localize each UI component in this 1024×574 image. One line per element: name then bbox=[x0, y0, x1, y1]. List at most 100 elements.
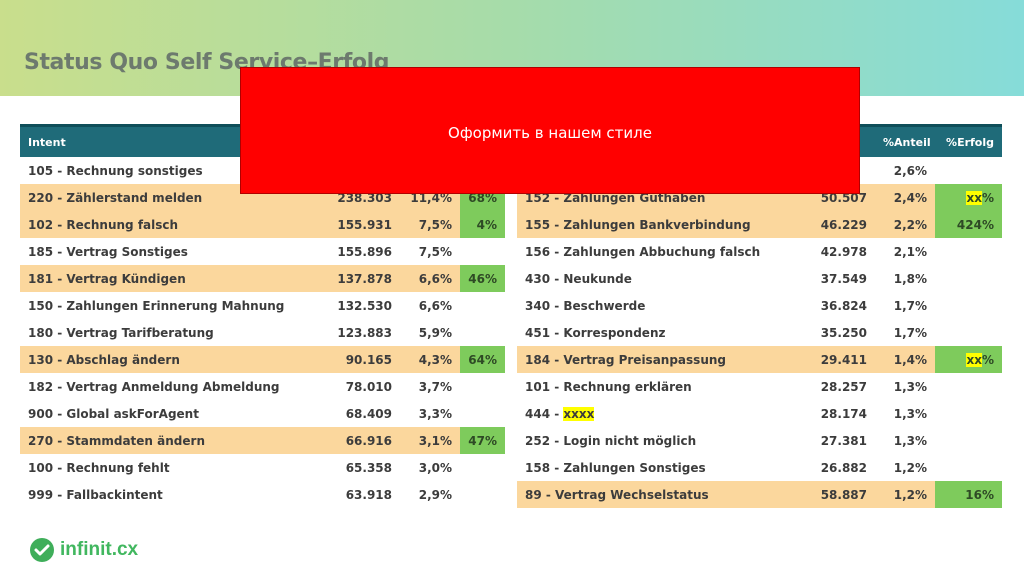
intent-cell: 184 - Vertrag Preisanpassung bbox=[517, 346, 787, 373]
intent-label: 102 - Rechnung falsch bbox=[28, 217, 179, 232]
count-cell: 28.174 bbox=[820, 406, 867, 421]
success-placeholder-mark: xx bbox=[966, 352, 982, 367]
table-row: 89 - Vertrag Wechselstatus 58.887 1,2% 16% bbox=[517, 481, 1002, 508]
intent-cell: 252 - Login nicht möglich bbox=[517, 427, 787, 454]
intent-label: 100 - Rechnung fehlt bbox=[28, 460, 170, 475]
intent-cell: 180 - Vertrag Tarifberatung bbox=[20, 319, 290, 346]
intent-cell: 181 - Vertrag Kündigen bbox=[20, 265, 290, 292]
success-value: 68% bbox=[468, 190, 497, 205]
success-cell bbox=[935, 400, 1002, 427]
table-row: 156 - Zahlungen Abbuchung falsch 42.978 2,… bbox=[517, 238, 1002, 265]
intent-label: 182 - Vertrag Anmeldung Abmeldung bbox=[28, 379, 280, 394]
count-cell: 58.887 bbox=[787, 481, 875, 508]
intent-cell: 444 - xxxx bbox=[517, 400, 787, 427]
table-row: 185 - Vertrag Sonstiges 155.896 7,5% bbox=[20, 238, 505, 265]
share-cell: 2,9% bbox=[418, 487, 452, 502]
success-cell bbox=[460, 292, 505, 319]
success-cell bbox=[935, 292, 1002, 319]
intent-cell: 158 - Zahlungen Sonstiges bbox=[517, 454, 787, 481]
success-cell bbox=[460, 373, 505, 400]
share-cell: 1,7% bbox=[893, 325, 927, 340]
table-row: 184 - Vertrag Preisanpassung 29.411 1,4% xx… bbox=[517, 346, 1002, 373]
intent-cell: 100 - Rechnung fehlt bbox=[20, 454, 290, 481]
success-cell bbox=[460, 481, 505, 508]
count-cell: 26.882 bbox=[820, 460, 867, 475]
count-cell: 78.010 bbox=[345, 379, 392, 394]
share-cell: 3,0% bbox=[418, 460, 452, 475]
intent-cell: 89 - Vertrag Wechselstatus bbox=[517, 481, 787, 508]
intent-cell: 101 - Rechnung erklären bbox=[517, 373, 787, 400]
success-cell bbox=[935, 157, 1002, 184]
count-cell: 63.918 bbox=[345, 487, 392, 502]
success-cell: 46% bbox=[460, 265, 505, 292]
intent-label: 155 - Zahlungen Bankverbindung bbox=[525, 217, 751, 232]
intent-label: 340 - Beschwerde bbox=[525, 298, 646, 313]
success-value: % bbox=[981, 190, 994, 205]
table-row: 180 - Vertrag Tarifberatung 123.883 5,9% bbox=[20, 319, 505, 346]
success-cell bbox=[460, 454, 505, 481]
share-cell: 7,5% bbox=[418, 244, 452, 259]
success-cell bbox=[935, 265, 1002, 292]
table-row: 182 - Vertrag Anmeldung Abmeldung 78.010 3… bbox=[20, 373, 505, 400]
success-value: 64% bbox=[468, 352, 497, 367]
header-success: %Erfolg bbox=[935, 124, 1002, 157]
count-cell: 123.883 bbox=[337, 325, 392, 340]
share-cell: 1,2% bbox=[875, 481, 935, 508]
share-cell: 1,3% bbox=[893, 406, 927, 421]
share-cell: 1,8% bbox=[893, 271, 927, 286]
share-cell: 2,2% bbox=[875, 211, 935, 238]
intent-cell: 900 - Global askForAgent bbox=[20, 400, 290, 427]
table-row: 900 - Global askForAgent 68.409 3,3% bbox=[20, 400, 505, 427]
intent-label: 101 - Rechnung erklären bbox=[525, 379, 692, 394]
success-cell bbox=[460, 319, 505, 346]
success-value: 47% bbox=[468, 433, 497, 448]
count-cell: 46.229 bbox=[787, 211, 875, 238]
share-cell: 6,6% bbox=[418, 298, 452, 313]
intent-label: 444 - bbox=[525, 406, 564, 421]
success-cell: xx% bbox=[935, 184, 1002, 211]
table-row: 444 - xxxx 28.174 1,3% bbox=[517, 400, 1002, 427]
intent-cell: 156 - Zahlungen Abbuchung falsch bbox=[517, 238, 787, 265]
intent-label: 156 - Zahlungen Abbuchung falsch bbox=[525, 244, 761, 259]
success-cell: 4% bbox=[460, 211, 505, 238]
intent-cell: 105 - Rechnung sonstiges bbox=[20, 157, 290, 184]
count-cell: 137.878 bbox=[290, 265, 400, 292]
success-cell: 424% bbox=[935, 211, 1002, 238]
share-cell: 6,6% bbox=[400, 265, 460, 292]
table-row: 150 - Zahlungen Erinnerung Mahnung 132.53… bbox=[20, 292, 505, 319]
intent-label: 184 - Vertrag Preisanpassung bbox=[525, 352, 726, 367]
table-row: 130 - Abschlag ändern 90.165 4,3% 64% bbox=[20, 346, 505, 373]
intent-cell: 340 - Beschwerde bbox=[517, 292, 787, 319]
header-share: %Anteil bbox=[875, 124, 935, 157]
success-value: % bbox=[981, 352, 994, 367]
intent-cell: 999 - Fallbackintent bbox=[20, 481, 290, 508]
share-cell: 2,1% bbox=[893, 244, 927, 259]
intent-cell: 150 - Zahlungen Erinnerung Mahnung bbox=[20, 292, 290, 319]
intent-label: 220 - Zählerstand melden bbox=[28, 190, 203, 205]
success-cell bbox=[460, 238, 505, 265]
intent-label: 430 - Neukunde bbox=[525, 271, 632, 286]
share-cell: 2,4% bbox=[875, 184, 935, 211]
share-cell: 1,3% bbox=[893, 433, 927, 448]
count-cell: 66.916 bbox=[290, 427, 400, 454]
intent-cell: 451 - Korrespondenz bbox=[517, 319, 787, 346]
success-value: 4% bbox=[476, 217, 497, 232]
table-row: 2,6% bbox=[517, 157, 1002, 184]
share-cell: 1,2% bbox=[893, 460, 927, 475]
share-cell: 2,6% bbox=[893, 163, 927, 178]
count-cell: 155.931 bbox=[290, 211, 400, 238]
count-cell: 27.381 bbox=[820, 433, 867, 448]
infinit-logo: infinit.cx bbox=[30, 538, 138, 562]
share-cell: 4,3% bbox=[400, 346, 460, 373]
success-value: 16% bbox=[965, 487, 994, 502]
count-cell: 36.824 bbox=[820, 298, 867, 313]
intent-label: 270 - Stammdaten ändern bbox=[28, 433, 205, 448]
table-row: 155 - Zahlungen Bankverbindung 46.229 2,2%… bbox=[517, 211, 1002, 238]
table-row: 451 - Korrespondenz 35.250 1,7% bbox=[517, 319, 1002, 346]
count-cell: 42.978 bbox=[820, 244, 867, 259]
table-row: 340 - Beschwerde 36.824 1,7% bbox=[517, 292, 1002, 319]
table-row: 101 - Rechnung erklären 28.257 1,3% bbox=[517, 373, 1002, 400]
intent-label: 152 - Zahlungen Guthaben bbox=[525, 190, 706, 205]
success-cell bbox=[935, 427, 1002, 454]
intent-label: 150 - Zahlungen Erinnerung Mahnung bbox=[28, 298, 285, 313]
